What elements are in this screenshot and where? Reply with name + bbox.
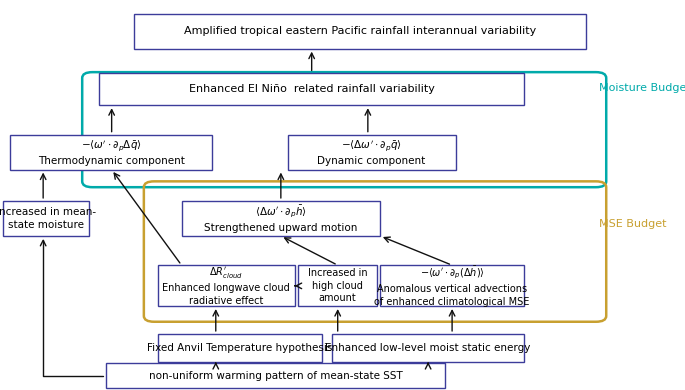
Text: $\langle\Delta\omega^\prime \cdot \partial_p \bar{h}\rangle$
Strengthened upward: $\langle\Delta\omega^\prime \cdot \parti… (204, 204, 358, 233)
FancyBboxPatch shape (332, 334, 524, 362)
FancyBboxPatch shape (106, 363, 445, 388)
Text: $-\langle\omega^\prime \cdot \partial_p \Delta\bar{q}\rangle$
Thermodynamic comp: $-\langle\omega^\prime \cdot \partial_p … (38, 138, 185, 166)
Text: non-uniform warming pattern of mean-state SST: non-uniform warming pattern of mean-stat… (149, 371, 403, 381)
Text: MSE Budget: MSE Budget (599, 219, 667, 229)
Text: Enhanced low-level moist static energy: Enhanced low-level moist static energy (325, 343, 531, 353)
FancyBboxPatch shape (380, 265, 524, 306)
Text: Moisture Budget: Moisture Budget (599, 83, 685, 93)
Text: Increased in mean-
state moisture: Increased in mean- state moisture (0, 207, 97, 230)
FancyBboxPatch shape (298, 265, 377, 306)
FancyBboxPatch shape (3, 201, 89, 236)
Text: Increased in
high cloud
amount: Increased in high cloud amount (308, 268, 367, 303)
FancyBboxPatch shape (158, 265, 295, 306)
FancyBboxPatch shape (182, 201, 380, 236)
Text: Enhanced El Niño  related rainfall variability: Enhanced El Niño related rainfall variab… (189, 84, 434, 94)
Text: $-\langle\Delta\omega^\prime \cdot \partial_p \bar{q}\rangle$
Dynamic component: $-\langle\Delta\omega^\prime \cdot \part… (317, 138, 426, 166)
FancyBboxPatch shape (10, 135, 212, 170)
FancyBboxPatch shape (158, 334, 322, 362)
Text: Amplified tropical eastern Pacific rainfall interannual variability: Amplified tropical eastern Pacific rainf… (184, 26, 536, 36)
Text: Fixed Anvil Temperature hypothesis: Fixed Anvil Temperature hypothesis (147, 343, 332, 353)
FancyBboxPatch shape (288, 135, 456, 170)
FancyBboxPatch shape (134, 14, 586, 49)
Text: $\Delta R^\prime_{cloud}$
Enhanced longwave cloud
radiative effect: $\Delta R^\prime_{cloud}$ Enhanced longw… (162, 265, 290, 306)
Text: $-\langle\omega^\prime \cdot \partial_p(\Delta\bar{h})\rangle$
Anomalous vertica: $-\langle\omega^\prime \cdot \partial_p(… (375, 265, 530, 307)
FancyBboxPatch shape (99, 73, 524, 105)
